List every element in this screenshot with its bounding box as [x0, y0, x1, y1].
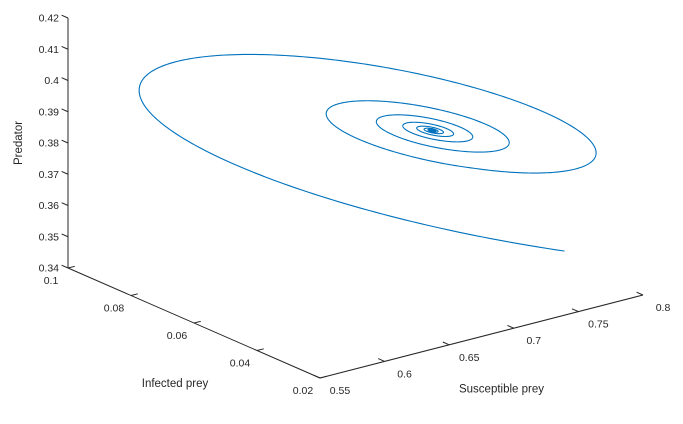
x-tick-label: 0.55 [330, 385, 351, 397]
x-axis-line [319, 294, 644, 379]
x-tick [442, 341, 450, 346]
z-tick-label: 0.36 [39, 200, 60, 212]
ticks-group [61, 14, 644, 379]
z-tick-label: 0.41 [39, 44, 60, 56]
equilibrium-point [428, 128, 437, 133]
z-tick [61, 264, 69, 269]
trajectory-group [138, 53, 597, 252]
y-tick [193, 320, 201, 324]
x-tick [377, 358, 385, 362]
y-tick-label: 0.04 [230, 358, 251, 370]
z-tick [61, 108, 69, 113]
x-tick-label: 0.65 [459, 352, 480, 364]
x-tick [571, 308, 579, 313]
y-tick-label: 0.06 [167, 330, 188, 342]
y-tick-label: 0.02 [293, 385, 314, 397]
z-tick [61, 77, 69, 81]
z-tick-label: 0.4 [44, 75, 59, 87]
trajectory-path [138, 53, 597, 252]
z-axis-label: Predator [13, 121, 25, 165]
z-tick-label: 0.39 [39, 106, 60, 118]
y-tick [319, 375, 327, 379]
z-tick-label: 0.34 [39, 263, 60, 275]
axes-group [67, 18, 644, 379]
z-tick-label: 0.37 [39, 169, 60, 181]
z-tick-label: 0.42 [39, 13, 60, 25]
y-tick-label: 0.08 [104, 303, 125, 315]
x-tick [313, 374, 321, 379]
z-tick [61, 14, 69, 19]
y-tick [256, 348, 264, 351]
y-tick [130, 293, 138, 296]
x-tick-label: 0.6 [397, 368, 412, 380]
x-tick [636, 291, 644, 296]
y-tick-label: 0.1 [44, 275, 59, 287]
z-tick [61, 45, 69, 50]
y-axis-label: Infected prey [142, 378, 209, 390]
x-axis-label: Susceptible prey [459, 384, 544, 396]
z-tick-label: 0.38 [39, 138, 60, 150]
y-tick [67, 265, 75, 269]
z-tick-label: 0.35 [39, 231, 60, 243]
x-tick-label: 0.7 [526, 335, 541, 347]
z-tick [61, 139, 69, 144]
z-tick [61, 233, 69, 238]
x-tick-label: 0.8 [656, 302, 671, 314]
z-tick [61, 170, 69, 175]
z-tick [61, 202, 69, 206]
labels-group: 0.55 0.6 0.65 0.7 0.75 0.8 0.1 0.08 0.06 0.04 0.02… [13, 13, 670, 398]
x-tick-label: 0.75 [588, 319, 609, 331]
x-tick [507, 324, 515, 329]
